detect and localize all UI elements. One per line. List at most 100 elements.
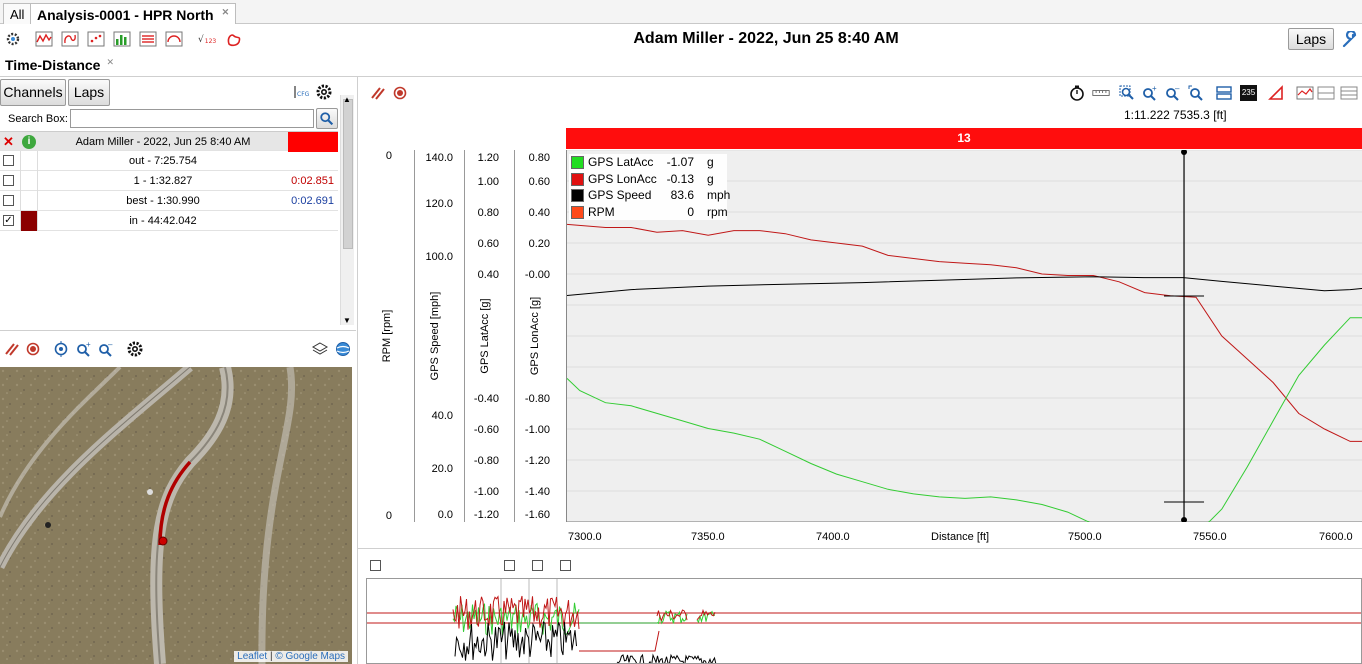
- overview-checkbox[interactable]: [532, 560, 543, 571]
- gauge-panel-icon[interactable]: [165, 30, 183, 48]
- session-color-swatch[interactable]: [288, 132, 338, 152]
- axis-title-latacc: GPS LatAcc [g]: [479, 298, 491, 374]
- tab-channels[interactable]: Channels: [0, 79, 66, 106]
- histogram-icon[interactable]: [113, 30, 131, 48]
- y-tick-label: -1.00: [524, 424, 550, 436]
- lap-delta: 0:02.691: [291, 195, 334, 207]
- settings-gear-icon[interactable]: [4, 30, 22, 48]
- globe-icon[interactable]: [334, 340, 352, 358]
- session-overview-plot[interactable]: [366, 578, 1362, 664]
- tab-bar: All Analysis-0001 - HPR North ✕: [0, 0, 1362, 24]
- lap-color-swatch[interactable]: [20, 171, 38, 191]
- scatter-plot-icon[interactable]: [87, 30, 105, 48]
- legend-swatch: [571, 189, 584, 202]
- lap-checkbox[interactable]: ✓: [3, 215, 14, 226]
- gear-icon[interactable]: [126, 340, 144, 358]
- x-tick-label: 7500.0: [1068, 531, 1102, 543]
- tab-all[interactable]: All: [3, 3, 32, 24]
- layout-icon[interactable]: [1215, 84, 1233, 102]
- scroll-up-icon[interactable]: ▲: [343, 95, 351, 104]
- google-maps-link[interactable]: © Google Maps: [275, 651, 345, 662]
- scrollbar-thumb[interactable]: [343, 99, 353, 249]
- report-table-icon[interactable]: [139, 30, 157, 48]
- record-icon[interactable]: [391, 84, 409, 102]
- lap-color-swatch[interactable]: [20, 211, 38, 231]
- close-icon[interactable]: ✕: [106, 57, 114, 67]
- axis-line: [464, 150, 465, 522]
- close-icon[interactable]: ✕: [221, 7, 230, 17]
- zoom-out-icon[interactable]: –: [1164, 84, 1182, 102]
- lap-name: best - 1:30.990: [126, 195, 200, 207]
- y-tick-label: -1.00: [473, 486, 499, 498]
- split-view-icon[interactable]: [1317, 84, 1335, 102]
- scroll-down-icon[interactable]: ▼: [343, 316, 351, 325]
- cursor-handle[interactable]: [1181, 149, 1188, 155]
- legend-entry[interactable]: GPS LatAcc -1.07 g: [569, 154, 727, 171]
- time-distance-icon[interactable]: [35, 30, 53, 48]
- overview-checkbox[interactable]: [370, 560, 381, 571]
- tab-laps[interactable]: Laps: [68, 79, 110, 106]
- layers-icon[interactable]: [311, 340, 329, 358]
- scrollbar[interactable]: ▲ ▼: [340, 95, 354, 325]
- lap-header[interactable]: 13: [566, 128, 1362, 149]
- lap-checkbox[interactable]: [3, 155, 14, 166]
- record-icon[interactable]: [24, 340, 42, 358]
- zoom-box-icon[interactable]: [1118, 84, 1136, 102]
- search-input[interactable]: [70, 109, 314, 128]
- satellite-map[interactable]: Leaflet | © Google Maps: [0, 367, 352, 664]
- tab-all-label: All: [10, 7, 25, 22]
- wrench-icon[interactable]: [1341, 31, 1359, 49]
- info-icon[interactable]: i: [22, 135, 36, 149]
- legend-entry[interactable]: GPS LonAcc -0.13 g: [569, 171, 727, 188]
- zoom-fit-icon[interactable]: [1187, 84, 1205, 102]
- lap-checkbox[interactable]: [3, 175, 14, 186]
- lap-name: in - 44:42.042: [129, 215, 197, 227]
- svg-text:+: +: [86, 340, 91, 349]
- delta-icon[interactable]: [1267, 84, 1285, 102]
- lap-color-swatch[interactable]: [20, 151, 38, 171]
- track-editor-icon[interactable]: [225, 30, 243, 48]
- zoom-out-icon[interactable]: –: [97, 340, 115, 358]
- search-button[interactable]: [316, 108, 338, 129]
- math-channel-icon[interactable]: √ 123: [195, 30, 219, 48]
- stack-view-icon[interactable]: [1340, 84, 1358, 102]
- track-map-icon[interactable]: [61, 30, 79, 48]
- zoom-in-icon[interactable]: +: [75, 340, 93, 358]
- cfg-icon[interactable]: CFG: [292, 83, 310, 101]
- session-title: Adam Miller - 2022, Jun 25 8:40 AM: [633, 30, 899, 47]
- lap-row[interactable]: ✓ in - 44:42.042: [0, 211, 338, 231]
- overview-checkbox[interactable]: [560, 560, 571, 571]
- value-badge[interactable]: 235: [1240, 85, 1257, 101]
- cursor-readout: 1:11.222 7535.3 [ft]: [1124, 108, 1227, 122]
- lap-checkbox[interactable]: [3, 195, 14, 206]
- leaflet-link[interactable]: Leaflet: [237, 651, 268, 662]
- remove-icon[interactable]: ✕: [3, 134, 14, 149]
- stopwatch-icon[interactable]: [1068, 84, 1086, 102]
- sync-icon[interactable]: [3, 340, 21, 358]
- y-tick-label: 140.0: [425, 152, 453, 164]
- divider: [357, 76, 358, 664]
- y-tick-label: 1.20: [477, 152, 499, 164]
- tab-analysis[interactable]: Analysis-0001 - HPR North ✕: [30, 3, 237, 24]
- lap-row[interactable]: out - 7:25.754: [0, 151, 338, 171]
- legend-entry[interactable]: RPM 0 rpm: [569, 204, 728, 221]
- y-tick-label: 20.0: [431, 463, 453, 475]
- chart-properties-icon[interactable]: [1296, 84, 1314, 102]
- legend-entry[interactable]: GPS Speed 83.6 mph: [569, 187, 730, 204]
- y-tick-label: 40.0: [431, 410, 453, 422]
- legend-value: 83.6: [670, 188, 694, 202]
- y-tick-label: -1.60: [524, 509, 550, 521]
- cursor-handle[interactable]: [1181, 517, 1188, 523]
- ruler-icon[interactable]: [1090, 84, 1112, 102]
- sync-icon[interactable]: [369, 84, 387, 102]
- lap-color-swatch[interactable]: [20, 191, 38, 211]
- locate-icon[interactable]: [52, 340, 70, 358]
- gear-icon[interactable]: [315, 83, 333, 101]
- lap-row[interactable]: best - 1:30.990 0:02.691: [0, 191, 338, 211]
- tab-analysis-label: Analysis-0001 - HPR North: [37, 7, 214, 23]
- lap-row[interactable]: 1 - 1:32.827 0:02.851: [0, 171, 338, 191]
- zoom-in-icon[interactable]: +: [1141, 84, 1159, 102]
- overview-checkbox[interactable]: [504, 560, 515, 571]
- x-tick-label: 7550.0: [1193, 531, 1227, 543]
- laps-button[interactable]: Laps: [1288, 28, 1334, 50]
